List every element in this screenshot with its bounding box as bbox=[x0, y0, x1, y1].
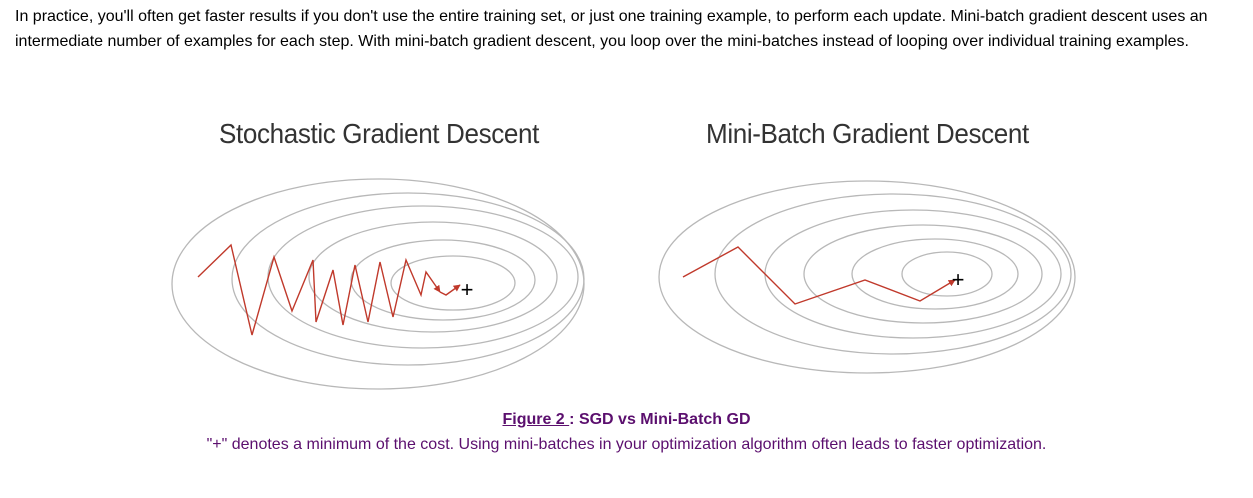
minibatch-title: Mini-Batch Gradient Descent bbox=[706, 118, 1029, 149]
minibatch-contours bbox=[658, 180, 1076, 374]
figure-caption-note: "+" denotes a minimum of the cost. Using… bbox=[206, 436, 1047, 453]
caption-separator: : bbox=[569, 411, 575, 428]
contour-ring bbox=[851, 238, 1019, 310]
figure-link[interactable]: Figure 2 bbox=[502, 411, 570, 428]
contour-ring bbox=[901, 251, 993, 297]
contour-ring bbox=[350, 239, 536, 321]
contour-ring bbox=[714, 193, 1072, 355]
contour-ring bbox=[308, 221, 558, 333]
sgd-minimum-marker: + bbox=[461, 277, 474, 302]
contour-ring bbox=[231, 192, 585, 366]
minibatch-path bbox=[682, 246, 956, 305]
sgd-contours bbox=[171, 178, 585, 390]
contour-ring bbox=[803, 224, 1043, 324]
intro-paragraph: In practice, you'll often get faster res… bbox=[15, 8, 1208, 50]
sgd-title: Stochastic Gradient Descent bbox=[219, 118, 539, 149]
sgd-contour-diagram: + bbox=[171, 178, 585, 390]
caption-title: SGD vs Mini-Batch GD bbox=[578, 411, 751, 428]
sgd-path bbox=[197, 243, 441, 336]
sgd-path-end bbox=[439, 284, 461, 296]
contour-ring bbox=[658, 180, 1076, 374]
contour-ring bbox=[171, 178, 585, 390]
minibatch-contour-diagram: + bbox=[658, 180, 1076, 374]
contour-ring bbox=[764, 209, 1062, 339]
contour-ring bbox=[390, 255, 516, 311]
figure-caption-title: Figure 2 : SGD vs Mini-Batch GD bbox=[0, 411, 1253, 429]
minibatch-minimum-marker: + bbox=[952, 267, 965, 292]
